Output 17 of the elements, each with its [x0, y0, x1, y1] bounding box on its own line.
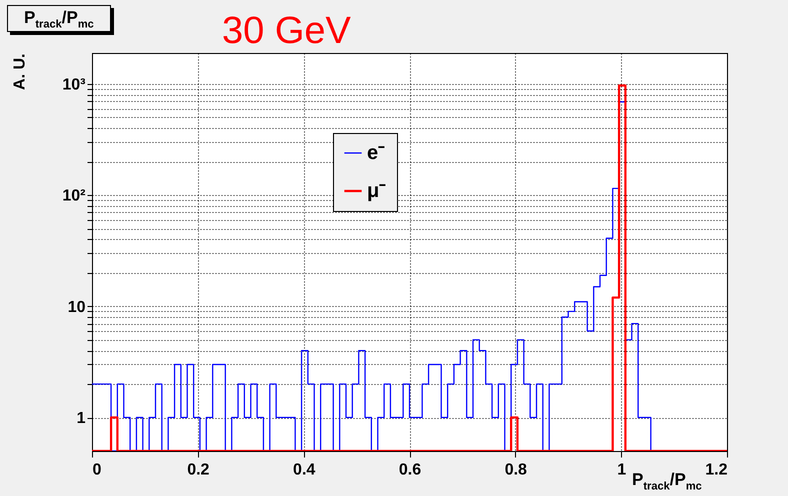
x-tick-label: 0.8 — [504, 462, 528, 478]
x-tick-label: 0.4 — [293, 462, 316, 478]
y-tick-label: 1 — [76, 410, 86, 428]
legend-label: e⁻ — [367, 142, 386, 164]
x-axis-title: P$_{track}$/P$_{mc}$ — [632, 470, 702, 492]
x-tick-label: 0.6 — [398, 462, 422, 478]
y-axis-title: A. U. — [12, 54, 28, 90]
y-tick-label: 10³ — [62, 76, 86, 94]
text: 30 GeV — [222, 10, 351, 53]
x-tick-label: 0.2 — [187, 462, 210, 478]
x-tick-label: 1.2 — [705, 462, 728, 478]
chart-title: P$_{track}$/P$_{mc}$ — [7, 5, 111, 32]
y-tick-label: 10² — [62, 188, 86, 205]
x-tick-label: 1 — [617, 462, 626, 478]
x-tick-label: 0 — [92, 462, 102, 478]
legend-label: μ⁻ — [367, 180, 386, 202]
y-tick-label: 10 — [68, 298, 86, 316]
